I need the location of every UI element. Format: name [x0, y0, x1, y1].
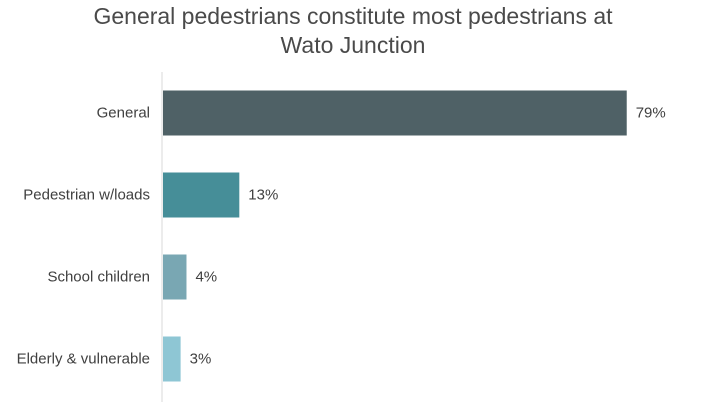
bar-2 [163, 254, 187, 300]
bar-0 [163, 90, 627, 136]
value-label-1: 13% [248, 187, 278, 204]
value-label-0: 79% [636, 105, 666, 122]
value-label-2: 4% [195, 269, 217, 286]
bar-3 [163, 336, 181, 382]
chart-title-line-2: Wato Junction [280, 32, 426, 58]
category-label-0: General [97, 105, 150, 122]
chart-title: General pedestrians constitute most pede… [0, 2, 706, 60]
category-label-2: School children [47, 269, 150, 286]
category-label-3: Elderly & vulnerable [17, 351, 150, 368]
chart-title-line-1: General pedestrians constitute most pede… [93, 3, 613, 29]
value-label-3: 3% [190, 351, 212, 368]
bar-1 [163, 172, 240, 218]
category-label-1: Pedestrian w/loads [23, 187, 150, 204]
